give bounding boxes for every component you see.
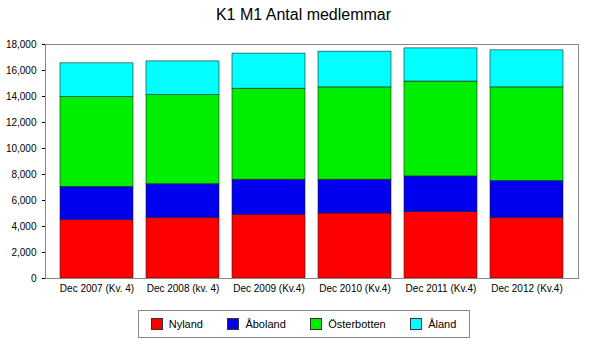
svg-text:12,000: 12,000 [6, 117, 37, 128]
html-text:Nyland: Nyland [168, 318, 203, 330]
svg-text:4,000: 4,000 [11, 221, 36, 232]
svg-text:Dec 2009 (Kv.4): Dec 2009 (Kv.4) [233, 283, 305, 294]
html-text:Åland: Åland [428, 318, 457, 330]
svg-text:Dec 2010 (Kv.4): Dec 2010 (Kv.4) [319, 283, 391, 294]
svg-text:16,000: 16,000 [6, 65, 37, 76]
svg-text:Dec 2011 (Kv.4): Dec 2011 (Kv.4) [406, 283, 477, 294]
svg-text:8,000: 8,000 [11, 169, 36, 180]
svg-text:14,000: 14,000 [6, 91, 37, 102]
html-text:Åboland: Åboland [245, 318, 286, 330]
svg-text:2,000: 2,000 [11, 247, 36, 258]
svg-text:Dec 2012 (Kv.4): Dec 2012 (Kv.4) [491, 283, 563, 294]
html-text:K1 M1 Antal medlemmar: K1 M1 Antal medlemmar [215, 6, 392, 23]
svg-text:10,000: 10,000 [6, 143, 37, 154]
html-text:Österbotten: Österbotten [328, 318, 386, 330]
svg-text:Dec 2008 (kv. 4): Dec 2008 (kv. 4) [147, 283, 220, 294]
svg-text:18,000: 18,000 [6, 39, 37, 50]
svg-text:Dec 2007 (Kv. 4): Dec 2007 (Kv. 4) [60, 283, 134, 294]
svg-text:0: 0 [31, 273, 37, 284]
svg-text:6,000: 6,000 [11, 195, 36, 206]
